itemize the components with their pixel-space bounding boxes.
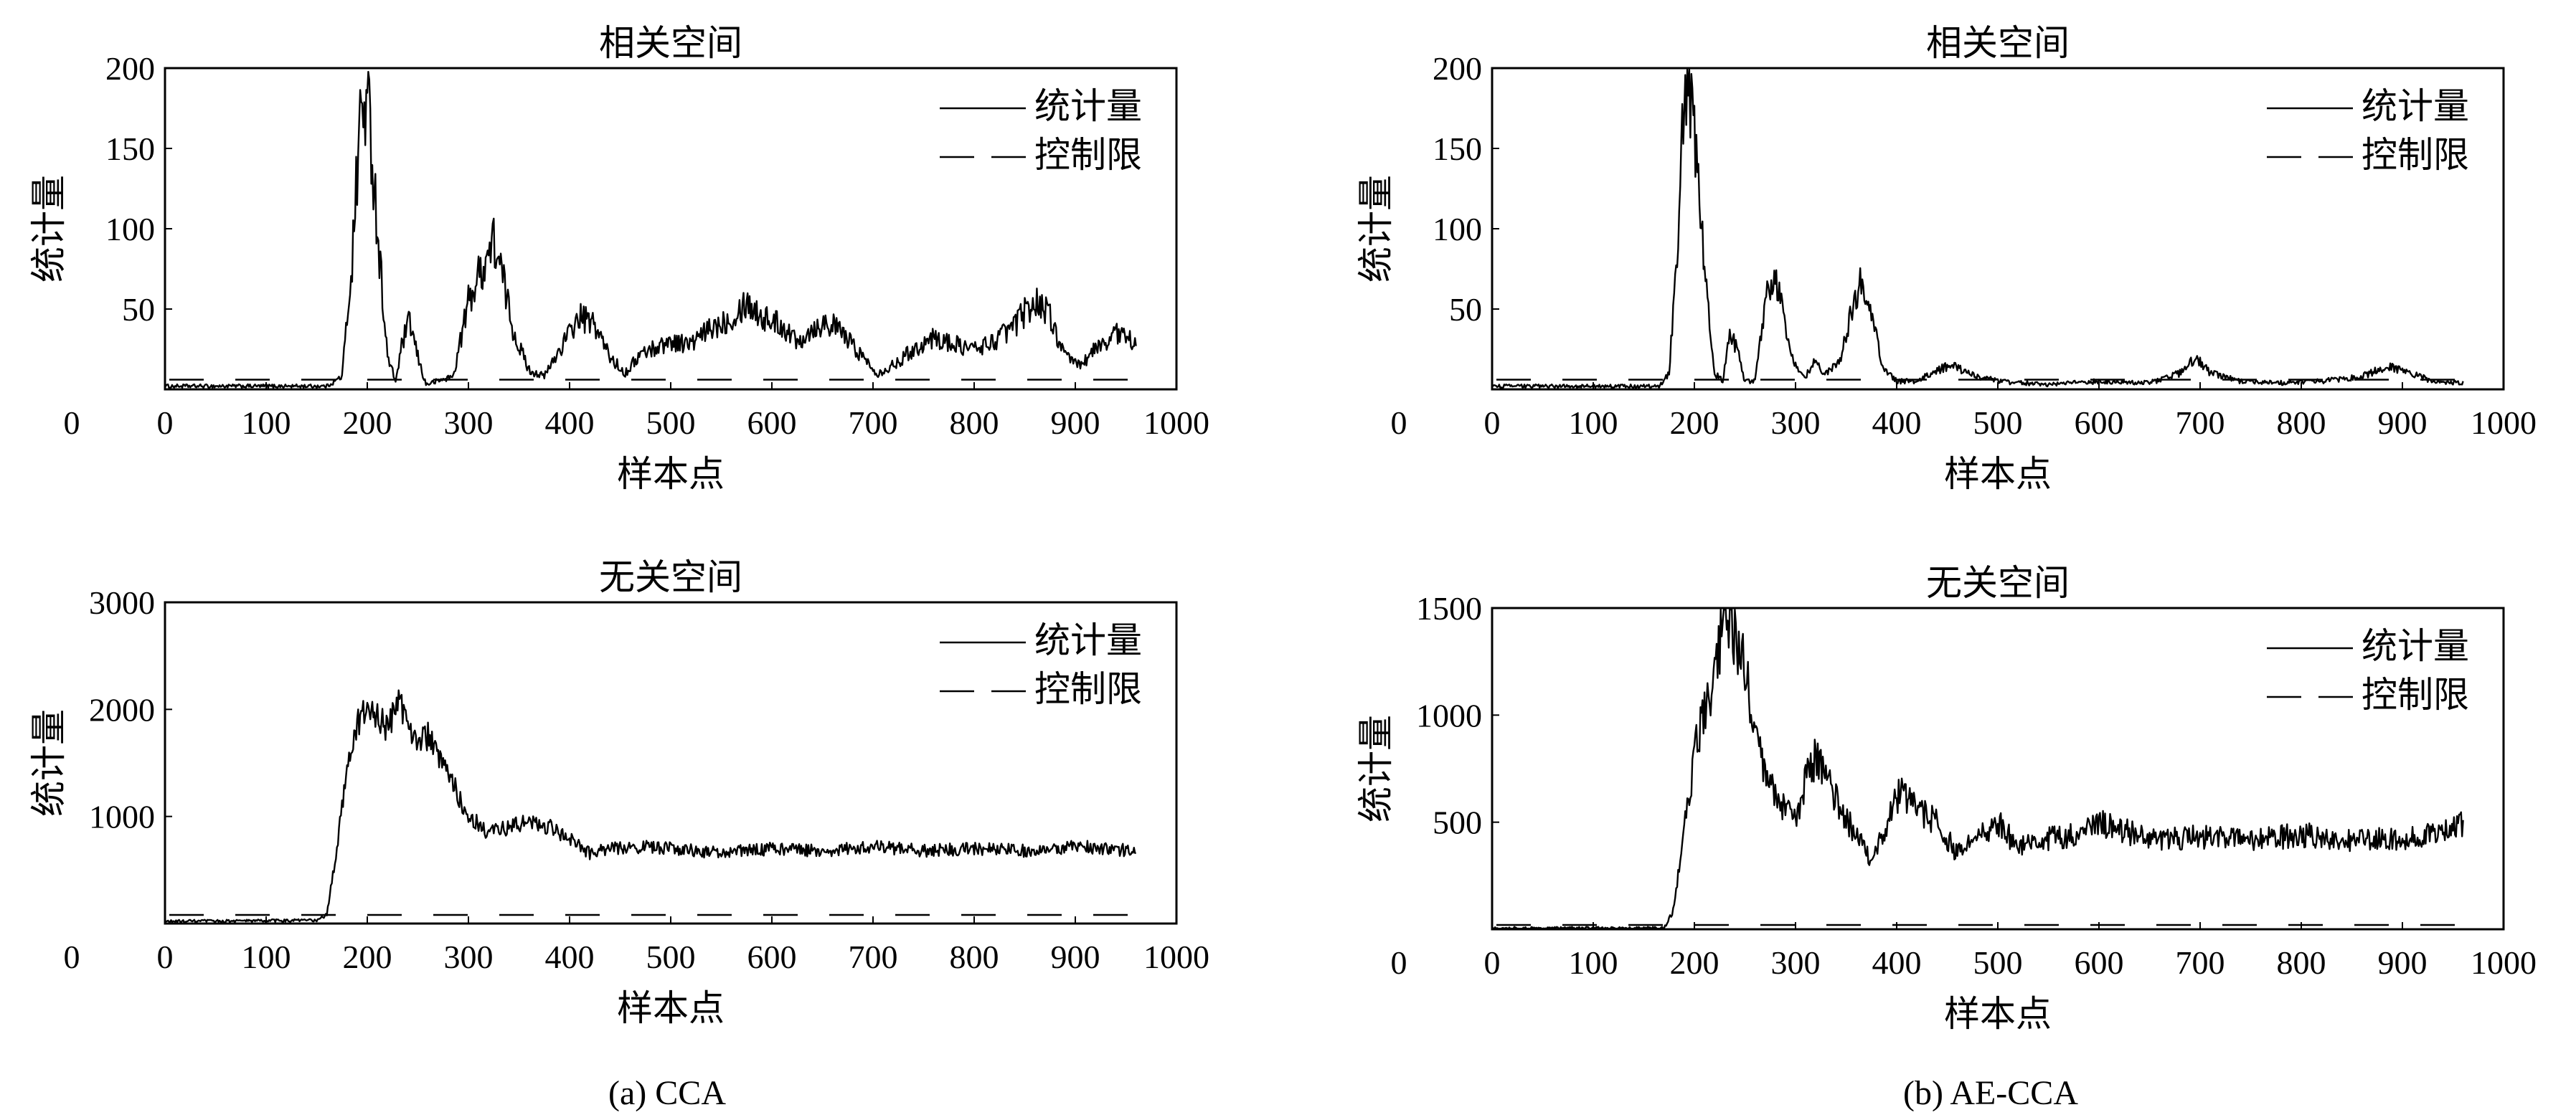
x-tick-label: 900 [2378,944,2428,981]
y-tick-label: 200 [1433,50,1482,87]
y-zero-label: 0 [1391,404,1407,441]
y-axis-label: 统计量 [1356,175,1396,283]
x-tick-label: 800 [950,404,999,441]
y-axis-label: 统计量 [1356,715,1396,822]
y-tick-label: 50 [1449,291,1482,328]
x-tick-label: 400 [1872,404,1922,441]
panel-a-bottom: 无关空间 0 100 200 300 400 500 600 700 800 900 1000 0 100… [29,557,1209,1028]
x-tick-label: 900 [1051,404,1100,441]
x-tick-label: 800 [950,939,999,975]
x-tick-label: 400 [545,404,595,441]
x-axis-label: 样本点 [617,988,725,1028]
series-statistic [1491,609,2464,930]
panel-a-top: 相关空间 0 100 200 300 400 500 600 700 800 900 1000 0 50 1… [29,23,1209,494]
x-tick-label: 300 [1771,404,1821,441]
x-tick-label: 300 [1771,944,1821,981]
chart-title: 相关空间 [1926,23,2070,63]
x-tick-label: 100 [1569,404,1618,441]
y-axis-label: 统计量 [29,175,69,283]
x-tick-label: 500 [646,404,696,441]
x-tick-label: 1000 [2471,944,2537,981]
x-axis-label: 样本点 [1944,454,2052,494]
y-tick-label: 150 [105,130,155,167]
panel-b-top: 相关空间 0 100 200 300 400 500 600 700 800 900 1000 0 50 1… [1356,23,2537,494]
x-axis-label: 样本点 [1944,994,2052,1034]
legend-label-statistic: 统计量 [2362,86,2469,126]
series-statistic [1491,69,2464,389]
x-tick-label: 0 [157,404,174,441]
legend-label-control-limit: 控制限 [2362,675,2469,715]
x-tick-label: 1000 [2471,404,2537,441]
x-tick-label: 900 [1051,939,1100,975]
plot-frame [1491,67,2505,391]
y-tick-label: 100 [105,211,155,247]
x-tick-label: 300 [444,939,494,975]
x-tick-label: 900 [2378,404,2428,441]
y-tick-label: 1500 [1416,590,1482,627]
y-zero-label: 0 [1391,944,1407,981]
legend-label-statistic: 统计量 [1034,620,1142,660]
x-tick-label: 700 [2176,944,2225,981]
x-tick-label: 100 [242,939,291,975]
x-tick-label: 300 [444,404,494,441]
x-tick-label: 600 [747,404,797,441]
x-tick-label: 200 [343,939,392,975]
chart-title: 无关空间 [1926,563,2070,603]
x-tick-label: 100 [242,404,291,441]
x-tick-label: 200 [343,404,392,441]
x-axis-label: 样本点 [617,454,725,494]
y-tick-label: 1000 [89,799,155,835]
x-tick-label: 1000 [1143,404,1209,441]
legend-label-statistic: 统计量 [2362,626,2469,666]
x-tick-label: 0 [1484,944,1501,981]
x-tick-label: 600 [747,939,797,975]
legend-label-statistic: 统计量 [1034,86,1142,126]
x-tick-label: 800 [2277,404,2326,441]
x-tick-label: 500 [646,939,696,975]
chart-title: 无关空间 [599,557,742,597]
series-statistic [164,70,1137,389]
y-tick-label: 50 [122,291,155,328]
x-tick-label: 600 [2075,944,2124,981]
y-tick-label: 200 [105,50,155,87]
y-tick-label: 2000 [89,691,155,728]
series-statistic [164,689,1136,924]
plot-frame [164,601,1178,925]
x-tick-label: 0 [1484,404,1501,441]
x-tick-label: 200 [1670,944,1719,981]
x-tick-label: 400 [545,939,595,975]
x-tick-label: 500 [1973,944,2023,981]
x-tick-label: 0 [157,939,174,975]
x-tick-label: 800 [2277,944,2326,981]
y-tick-label: 3000 [89,584,155,621]
y-tick-label: 100 [1433,211,1482,247]
x-tick-label: 500 [1973,404,2023,441]
legend-label-control-limit: 控制限 [1034,135,1142,175]
x-tick-label: 1000 [1143,939,1209,975]
x-tick-label: 400 [1872,944,1922,981]
x-tick-label: 100 [1569,944,1618,981]
chart-title: 相关空间 [599,23,742,63]
caption-a: (a) CCA [608,1074,726,1112]
x-tick-label: 700 [2176,404,2225,441]
legend-label-control-limit: 控制限 [2362,135,2469,175]
x-tick-label: 600 [2075,404,2124,441]
y-axis-label: 统计量 [29,709,69,817]
y-tick-label: 500 [1433,805,1482,841]
caption-b: (b) AE-CCA [1903,1074,2078,1112]
y-zero-label: 0 [64,939,80,975]
y-zero-label: 0 [64,404,80,441]
legend-label-control-limit: 控制限 [1034,669,1142,709]
x-tick-label: 200 [1670,404,1719,441]
plot-frame [1491,607,2505,931]
y-tick-label: 1000 [1416,697,1482,734]
x-tick-label: 700 [849,404,898,441]
y-tick-label: 150 [1433,130,1482,167]
panel-b-bottom: 无关空间 0 100 200 300 400 500 600 700 800 900 1000 0 500… [1356,563,2537,1034]
x-tick-label: 700 [849,939,898,975]
